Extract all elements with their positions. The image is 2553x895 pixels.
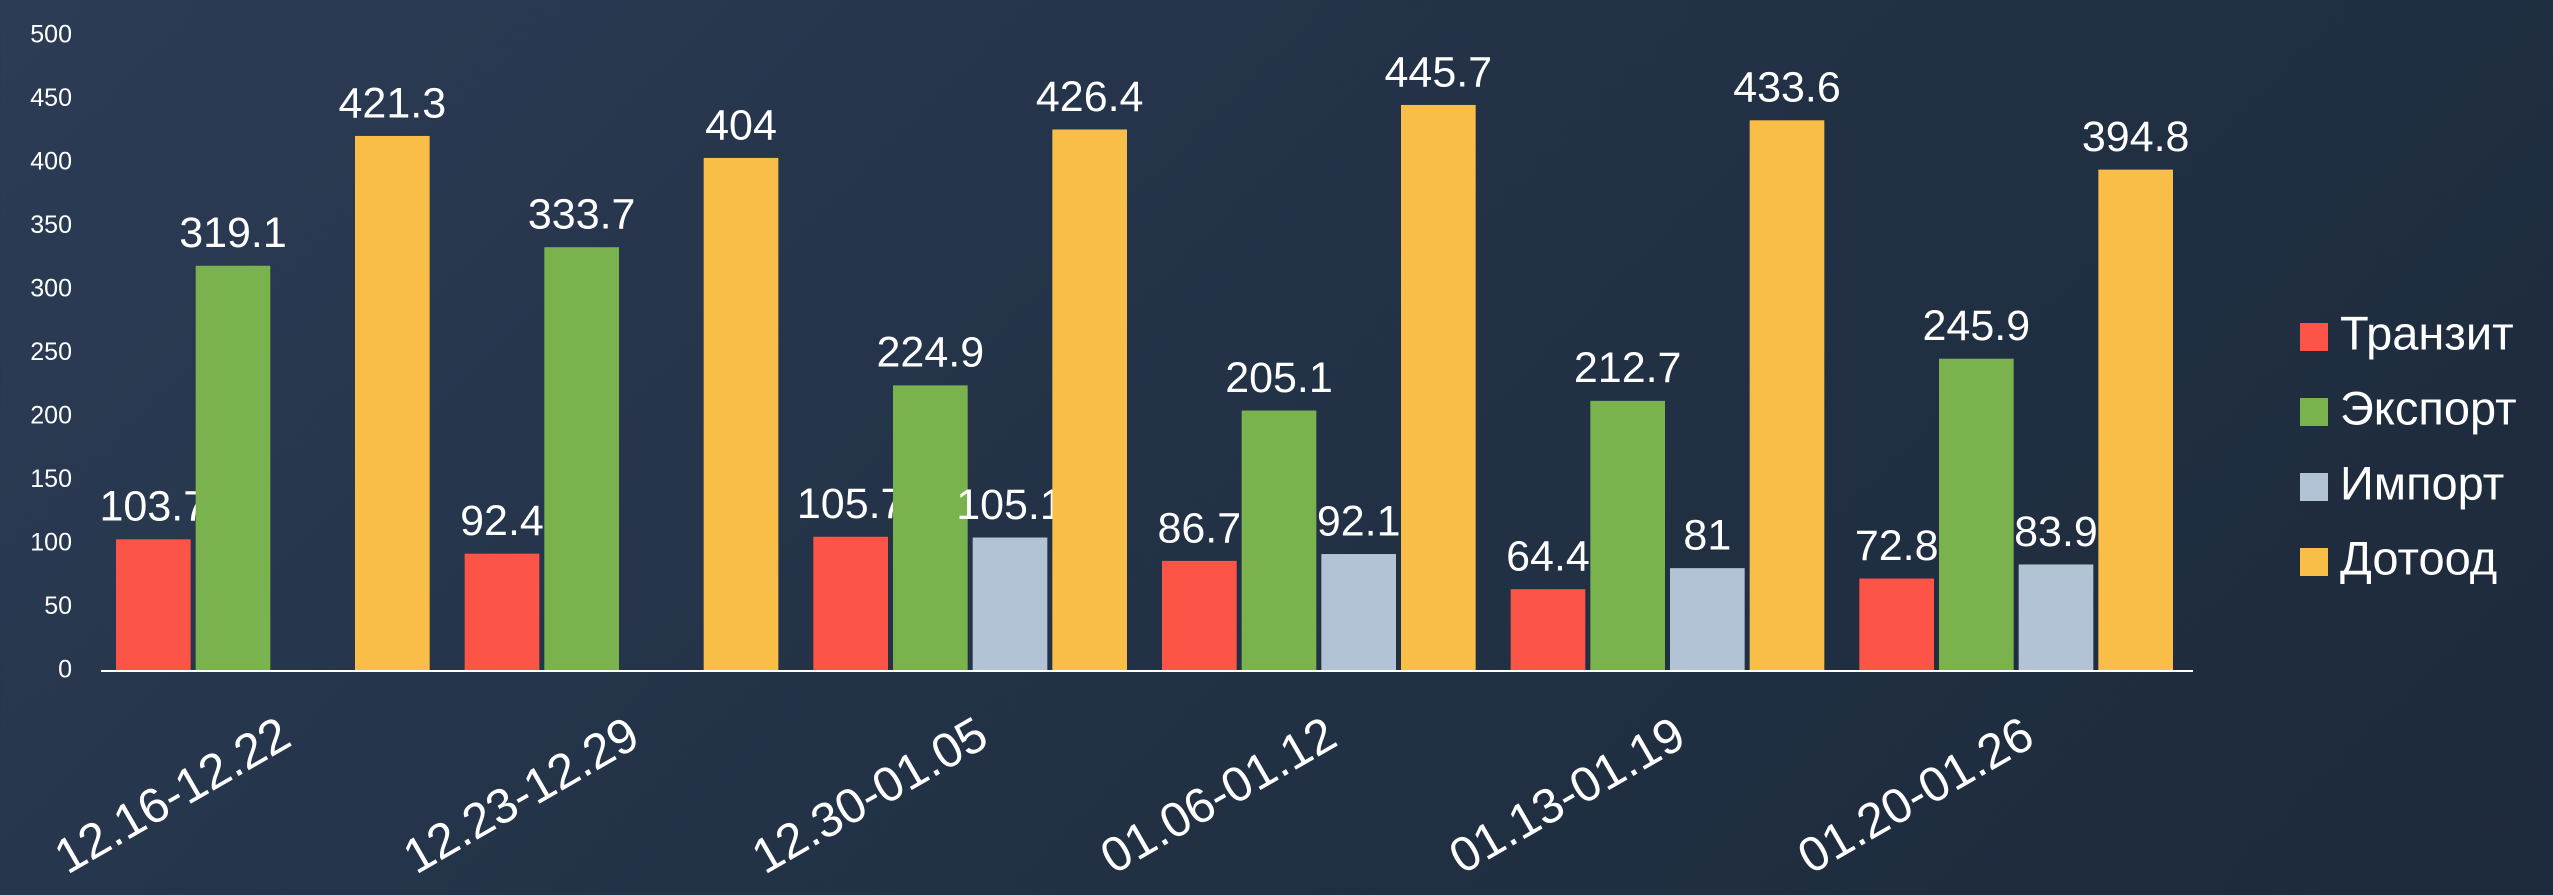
value-label: 333.7 bbox=[528, 191, 636, 239]
bar bbox=[2098, 169, 2173, 671]
bar bbox=[1939, 358, 2014, 671]
bar bbox=[893, 385, 968, 671]
value-label: 404 bbox=[705, 101, 777, 149]
value-label: 426.4 bbox=[1036, 73, 1144, 121]
value-label: 245.9 bbox=[1923, 302, 2031, 350]
x-tick-label: 12.16-12.22 bbox=[46, 707, 300, 885]
value-label: 103.7 bbox=[100, 483, 208, 531]
bar bbox=[1590, 400, 1665, 671]
bar bbox=[1321, 554, 1396, 671]
bar bbox=[1859, 578, 1934, 671]
bar bbox=[813, 536, 888, 671]
bar bbox=[195, 265, 271, 671]
bar bbox=[1510, 589, 1586, 671]
bar bbox=[2018, 564, 2094, 671]
x-tick-label: 01.06-01.12 bbox=[1092, 707, 1346, 885]
y-tick-label: 150 bbox=[30, 465, 72, 493]
value-label: 319.1 bbox=[179, 209, 287, 257]
value-label: 86.7 bbox=[1157, 504, 1241, 552]
value-label: 105.7 bbox=[797, 480, 905, 528]
bar bbox=[1241, 410, 1317, 671]
bar bbox=[544, 247, 619, 672]
legend-marker bbox=[2300, 548, 2328, 576]
y-tick-label: 0 bbox=[58, 656, 72, 684]
value-label: 64.4 bbox=[1506, 533, 1590, 581]
legend-label: Дотоод bbox=[2340, 531, 2497, 584]
bar bbox=[355, 135, 430, 672]
value-label: 105.1 bbox=[956, 481, 1064, 529]
y-tick-label: 100 bbox=[30, 529, 72, 557]
y-tick-label: 300 bbox=[30, 275, 72, 303]
bar bbox=[1670, 568, 1745, 671]
y-tick-label: 400 bbox=[30, 148, 72, 176]
y-tick-label: 200 bbox=[30, 402, 72, 430]
y-tick-label: 250 bbox=[30, 338, 72, 366]
legend-label: Транзит bbox=[2340, 306, 2514, 359]
y-tick-label: 350 bbox=[30, 211, 72, 239]
bar bbox=[972, 537, 1048, 671]
bar bbox=[1052, 129, 1127, 672]
value-label: 421.3 bbox=[339, 79, 447, 127]
value-label: 394.8 bbox=[2082, 113, 2190, 161]
x-tick-label: 12.23-12.29 bbox=[394, 707, 648, 885]
value-label: 205.1 bbox=[1225, 354, 1333, 402]
bar bbox=[1162, 560, 1237, 671]
value-label: 83.9 bbox=[2014, 508, 2098, 556]
value-label: 212.7 bbox=[1574, 344, 1682, 392]
bar bbox=[703, 157, 779, 672]
value-label: 81 bbox=[1683, 511, 1731, 559]
x-tick-label: 12.30-01.05 bbox=[743, 707, 997, 885]
y-tick-label: 500 bbox=[30, 21, 72, 49]
legend-marker bbox=[2300, 473, 2328, 501]
y-tick-label: 50 bbox=[44, 592, 72, 620]
x-tick-label: 01.13-01.19 bbox=[1440, 707, 1694, 885]
x-tick-label: 01.20-01.26 bbox=[1789, 707, 2043, 885]
value-label: 72.8 bbox=[1855, 522, 1939, 570]
y-tick-label: 450 bbox=[30, 84, 72, 112]
legend-marker bbox=[2300, 323, 2328, 351]
bar bbox=[116, 539, 191, 671]
value-label: 445.7 bbox=[1385, 48, 1493, 96]
bar bbox=[464, 553, 540, 671]
legend-label: Импорт bbox=[2340, 456, 2504, 509]
value-label: 92.1 bbox=[1317, 497, 1401, 545]
value-label: 92.4 bbox=[460, 497, 544, 545]
bar bbox=[1749, 120, 1825, 671]
legend-marker bbox=[2300, 398, 2328, 426]
value-label: 224.9 bbox=[877, 329, 985, 377]
value-label: 433.6 bbox=[1733, 64, 1841, 112]
bar bbox=[1401, 104, 1476, 671]
legend-label: Экспорт bbox=[2340, 381, 2517, 434]
